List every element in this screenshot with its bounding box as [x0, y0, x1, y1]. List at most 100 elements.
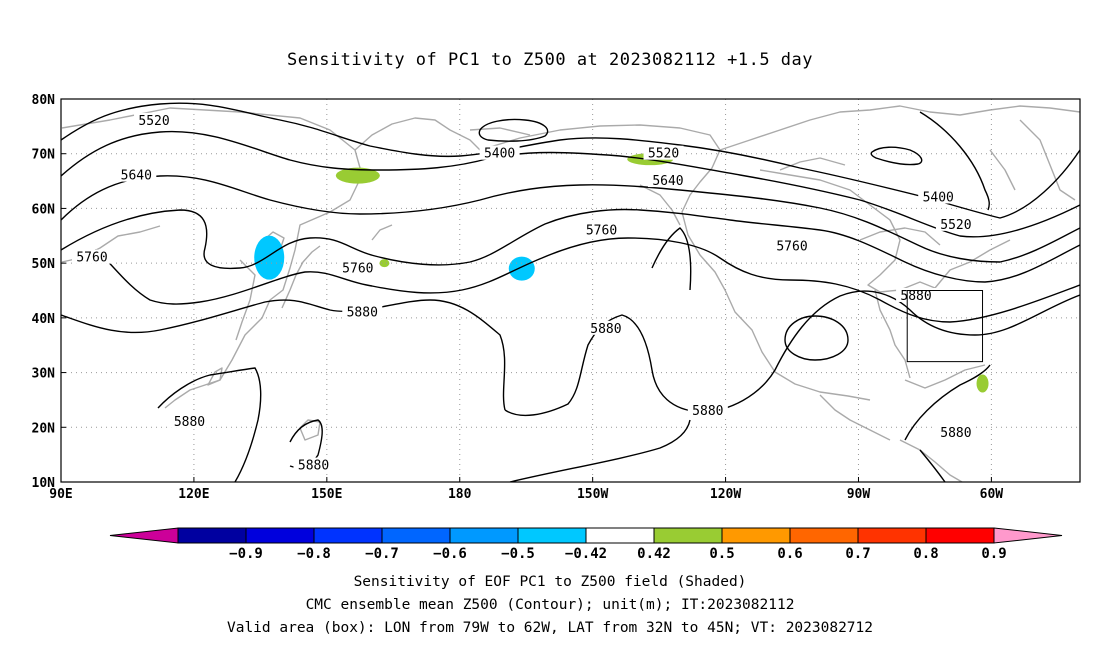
coastline-segment	[207, 367, 223, 386]
contour-line	[919, 449, 946, 482]
colorbar-label: 0.7	[845, 546, 870, 562]
colorbar-label: −0.5	[501, 546, 535, 562]
lat-axis-label: 10N	[32, 476, 56, 491]
coastline-segment	[299, 419, 321, 441]
colorbar: −0.9 −0.8 −0.7 −0.6 −0.5 −0.42 0.42 0.5 0.6 0.7 0.…	[109, 527, 1063, 562]
lat-axis-label: 50N	[32, 257, 56, 272]
shaded-region	[335, 167, 380, 184]
coastline-segment	[874, 289, 911, 379]
colorbar-segment	[449, 527, 519, 544]
contour-line	[61, 130, 1080, 238]
contour-line	[61, 299, 506, 411]
coastline-segment	[354, 117, 481, 151]
contour-label-bg	[643, 145, 684, 160]
contour-line	[61, 175, 1080, 263]
contour-label: 5880	[692, 404, 723, 419]
colorbar-segment	[925, 527, 995, 544]
shaded-region	[508, 256, 535, 281]
contour-label: 5760	[76, 251, 107, 266]
lat-axis-label: 70N	[32, 148, 56, 163]
contour-label-bg	[585, 320, 626, 335]
contour-label-bg	[687, 402, 728, 417]
colorbar-label: 0.8	[913, 546, 938, 562]
coastline-segment	[779, 157, 846, 171]
lon-axis-label: 60W	[980, 487, 1004, 502]
coastline-segment	[639, 184, 681, 226]
colorbar-label: −0.42	[565, 546, 607, 562]
contour-label: 5640	[652, 174, 683, 189]
shaded-region	[254, 235, 285, 280]
coastline-segment	[235, 259, 256, 341]
colorbar-segment	[653, 527, 723, 544]
colorbar-label: −0.6	[433, 546, 467, 562]
colorbar-segment	[585, 527, 655, 544]
contour-label: 5400	[484, 147, 515, 162]
coastline-segment	[371, 224, 393, 241]
contour-label-bg	[342, 304, 383, 319]
contour-label-bg	[581, 222, 622, 237]
colorbar-label: 0.9	[981, 546, 1006, 562]
coastline-segment	[719, 105, 1080, 151]
valid-area-rect	[906, 290, 984, 363]
shaded-region	[379, 259, 390, 268]
colorbar-label: −0.8	[297, 546, 331, 562]
coastline-segment	[479, 124, 871, 401]
contour-label: 5880	[940, 426, 971, 441]
colorbar-segment	[381, 527, 451, 544]
colorbar-label: 0.6	[777, 546, 802, 562]
lat-axis-label: 60N	[32, 202, 56, 217]
contour-label: 5880	[347, 305, 378, 320]
lon-axis-label: 90W	[847, 487, 871, 502]
contour-label-bg	[647, 173, 688, 188]
footer-line-2: CMC ensemble mean Z500 (Contour); unit(m…	[305, 597, 795, 613]
colorbar-label: −0.9	[229, 546, 263, 562]
colorbar-segment	[517, 527, 587, 544]
colorbar-segment	[789, 527, 859, 544]
contour-label: 5880	[900, 289, 931, 304]
coastline-segment	[989, 149, 1016, 191]
colorbar-label: −0.7	[365, 546, 399, 562]
coastline-segment	[859, 227, 941, 246]
lon-axis-label: 150E	[311, 487, 342, 502]
coastline-segment	[759, 169, 1011, 293]
colorbar-low-triangle	[109, 527, 179, 544]
contour-line	[157, 367, 262, 482]
lat-axis-label: 40N	[32, 312, 56, 327]
coastline-segment	[1019, 119, 1076, 201]
footer-line-3: Valid area (box): LON from 79W to 62W, L…	[226, 620, 873, 636]
contour-labels: 5520 5400 5520 5640 5640 5760 5760 5760 5760 5880…	[72, 112, 976, 474]
contour-label-bg	[72, 249, 113, 264]
contour-label-bg	[134, 112, 175, 127]
lat-axis-label: 80N	[32, 93, 56, 108]
contour-label-bg	[337, 260, 378, 275]
shaded-region	[976, 374, 989, 393]
colorbar-label: 0.42	[637, 546, 671, 562]
contour-label-bg	[169, 413, 210, 428]
contour-label: 5400	[923, 190, 954, 205]
coastline-segment	[819, 394, 891, 441]
footer-line-1: Sensitivity of EOF PC1 to Z500 field (Sh…	[353, 574, 747, 590]
colorbar-segment	[313, 527, 383, 544]
contour-line	[509, 419, 691, 482]
contour-label: 5520	[138, 114, 169, 129]
contour-label: 5640	[121, 169, 152, 184]
lon-axis-label: 120E	[178, 487, 209, 502]
contour-label: 5520	[940, 218, 971, 233]
colorbar-label: 0.5	[709, 546, 734, 562]
contour-line	[784, 315, 849, 361]
contour-line	[870, 146, 923, 166]
valid-area-box	[906, 290, 984, 363]
contour-label: 5760	[342, 262, 373, 277]
coastline-segment	[899, 439, 963, 482]
map-title: Sensitivity of PC1 to Z500 at 2023082112…	[286, 50, 813, 70]
contour-label: 5880	[298, 459, 329, 474]
contour-label: 5520	[648, 147, 679, 162]
lat-axis-label: 30N	[32, 367, 56, 382]
contour-label-bg	[772, 238, 813, 253]
colorbar-segment	[857, 527, 927, 544]
contour-line	[729, 219, 1080, 283]
map-frame	[60, 98, 1081, 483]
contour-line	[904, 364, 991, 441]
